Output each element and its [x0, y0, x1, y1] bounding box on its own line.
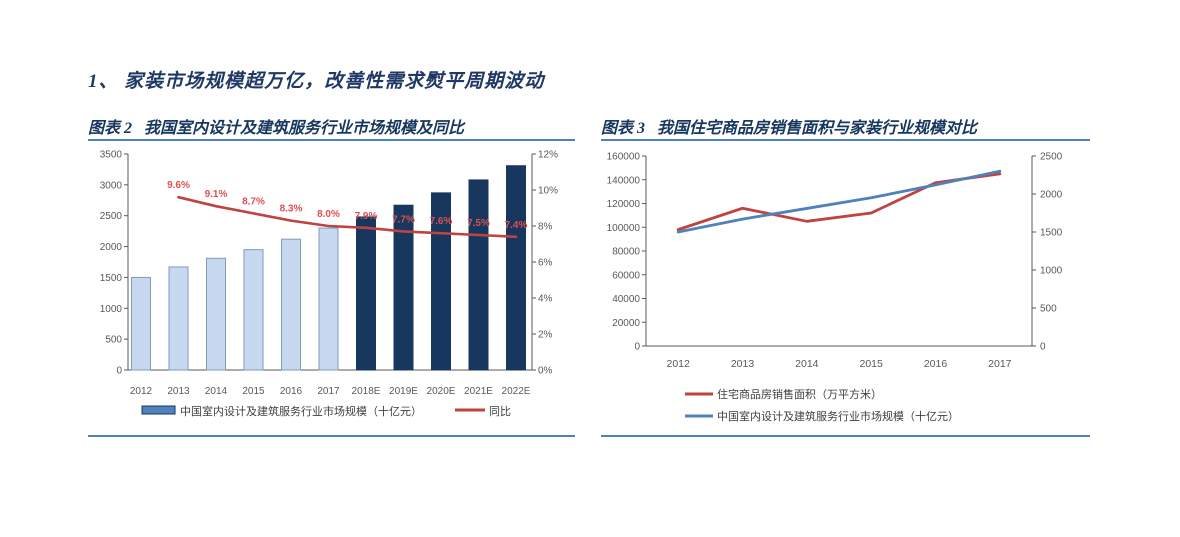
bar-2020E: [431, 192, 451, 371]
x-axis-tick-label: 2022E: [502, 386, 531, 397]
x-axis-tick-label: 2012: [666, 358, 690, 370]
figure-3-chart-canvas: 1600001400001200001000008000060000400002…: [607, 152, 1063, 424]
x-axis-tick-label: 2019E: [389, 386, 418, 397]
series-line-1: [676, 169, 1002, 234]
right-axis-tick-label: 500: [1040, 304, 1057, 315]
x-axis-tick-label: 2016: [924, 358, 948, 370]
x-axis-tick-label: 2014: [205, 386, 228, 397]
right-axis-tick-label: 12%: [538, 150, 558, 161]
yoy-point-label: 8.3%: [280, 204, 303, 215]
x-axis-tick-label: 2012: [130, 386, 153, 397]
x-axis-tick-label: 2013: [731, 358, 755, 370]
yoy-point-label: 7.9%: [355, 211, 378, 222]
bar-2018E: [356, 216, 376, 371]
figure-3-block: 图表 3 我国住宅商品房销售面积与家装行业规模对比 160000 140000 120…: [601, 118, 1090, 437]
yoy-point-label: 8.0%: [317, 209, 340, 220]
bar-2015: [243, 249, 264, 371]
left-axis-tick-label: 80000: [612, 247, 640, 258]
left-axis-tick-label: 0: [116, 366, 122, 377]
legend-label-0: 住宅商品房销售面积（万平方米）: [717, 387, 882, 401]
yoy-point-label: 9.6%: [167, 180, 190, 191]
left-axis-tick-label: 1500: [100, 273, 123, 284]
yoy-point-label: 7.4%: [505, 220, 528, 231]
right-axis-tick-label: 8%: [538, 222, 553, 233]
yoy-point-label: 7.7%: [392, 214, 415, 225]
left-axis-tick-label: 20000: [612, 318, 640, 329]
figure-2-block: 图表 2 我国室内设计及建筑服务行业市场规模及同比 3500 3000 2500 200…: [88, 118, 575, 437]
x-axis-tick-label: 2017: [317, 386, 340, 397]
legend-bar-label: 中国室内设计及建筑服务行业市场规模（十亿元）: [180, 404, 422, 418]
x-axis-tick-label: 2015: [242, 386, 265, 397]
left-axis-tick-label: 120000: [607, 199, 641, 210]
figure-3-title-row: 图表 3 我国住宅商品房销售面积与家装行业规模对比: [601, 118, 1090, 141]
yoy-point-label: 7.5%: [467, 218, 490, 229]
x-axis-tick-label: 2013: [167, 386, 190, 397]
left-axis-tick-label: 40000: [612, 294, 640, 305]
right-axis-tick-label: 0%: [538, 366, 553, 377]
yoy-point-label: 8.7%: [242, 196, 265, 207]
x-axis-tick-label: 2021E: [464, 386, 493, 397]
right-axis-tick-label: 4%: [538, 294, 553, 305]
left-axis-tick-label: 160000: [607, 152, 641, 163]
right-axis-tick-label: 6%: [538, 258, 553, 269]
x-axis-tick-label: 2018E: [352, 386, 381, 397]
right-axis-tick-label: 2000: [1040, 190, 1063, 201]
yoy-point-label: 7.6%: [430, 216, 453, 227]
x-axis-tick-label: 2014: [795, 358, 819, 370]
left-axis-tick-label: 100000: [607, 223, 641, 234]
right-axis-tick-label: 1500: [1040, 228, 1063, 239]
legend-label-1: 中国室内设计及建筑服务行业市场规模（十亿元）: [717, 409, 959, 423]
left-axis-tick-label: 2500: [100, 211, 123, 222]
x-axis-tick-label: 2016: [280, 386, 303, 397]
figure-2-title-row: 图表 2 我国室内设计及建筑服务行业市场规模及同比: [88, 118, 575, 141]
bar-2021E: [468, 179, 489, 371]
left-axis-tick-label: 3500: [100, 150, 123, 161]
bar-2012: [131, 276, 151, 371]
left-axis-tick-label: 140000: [607, 175, 641, 186]
bar-2022E: [506, 165, 526, 371]
bar-2013: [168, 266, 189, 371]
legend-line-label: 同比: [489, 405, 511, 418]
right-axis-tick-label: 1000: [1040, 266, 1063, 277]
left-axis-tick-label: 2000: [100, 242, 123, 253]
right-axis-tick-label: 10%: [538, 186, 558, 197]
x-axis-tick-label: 2017: [988, 358, 1012, 370]
yoy-point-label: 9.1%: [205, 189, 228, 200]
x-axis-tick-label: 2015: [859, 358, 883, 370]
section-heading: 1、 家装市场规模超万亿，改善性需求熨平周期波动: [88, 71, 545, 92]
bar-2019E: [393, 204, 414, 371]
bar-2017: [318, 227, 339, 371]
yoy-line: [177, 195, 518, 239]
bar-2014: [206, 257, 226, 371]
bar-2016: [281, 238, 301, 371]
right-axis-tick-label: 0: [1040, 342, 1046, 353]
left-axis-tick-label: 60000: [612, 270, 640, 281]
legend-bar-swatch: [141, 405, 176, 415]
figure-3-title: 我国住宅商品房销售面积与家装行业规模对比: [657, 120, 978, 137]
right-axis-tick-label: 2500: [1040, 152, 1063, 163]
left-axis-tick-label: 3000: [100, 180, 123, 191]
x-axis-tick-label: 2020E: [427, 386, 456, 397]
right-axis-tick-label: 2%: [538, 330, 553, 341]
left-axis-tick-label: 500: [105, 335, 122, 346]
left-axis-tick-label: 0: [634, 342, 640, 353]
figure-2-label: 图表 2: [88, 120, 133, 137]
figure-2-chart-canvas: 3500 3000 2500 2000 1500 1000 500 0 12% 10% 8% 6% 4%…: [100, 150, 558, 419]
figure-2-title: 我国室内设计及建筑服务行业市场规模及同比: [144, 120, 465, 137]
left-axis-tick-label: 1000: [100, 304, 123, 315]
figure-3-label: 图表 3: [601, 120, 646, 137]
